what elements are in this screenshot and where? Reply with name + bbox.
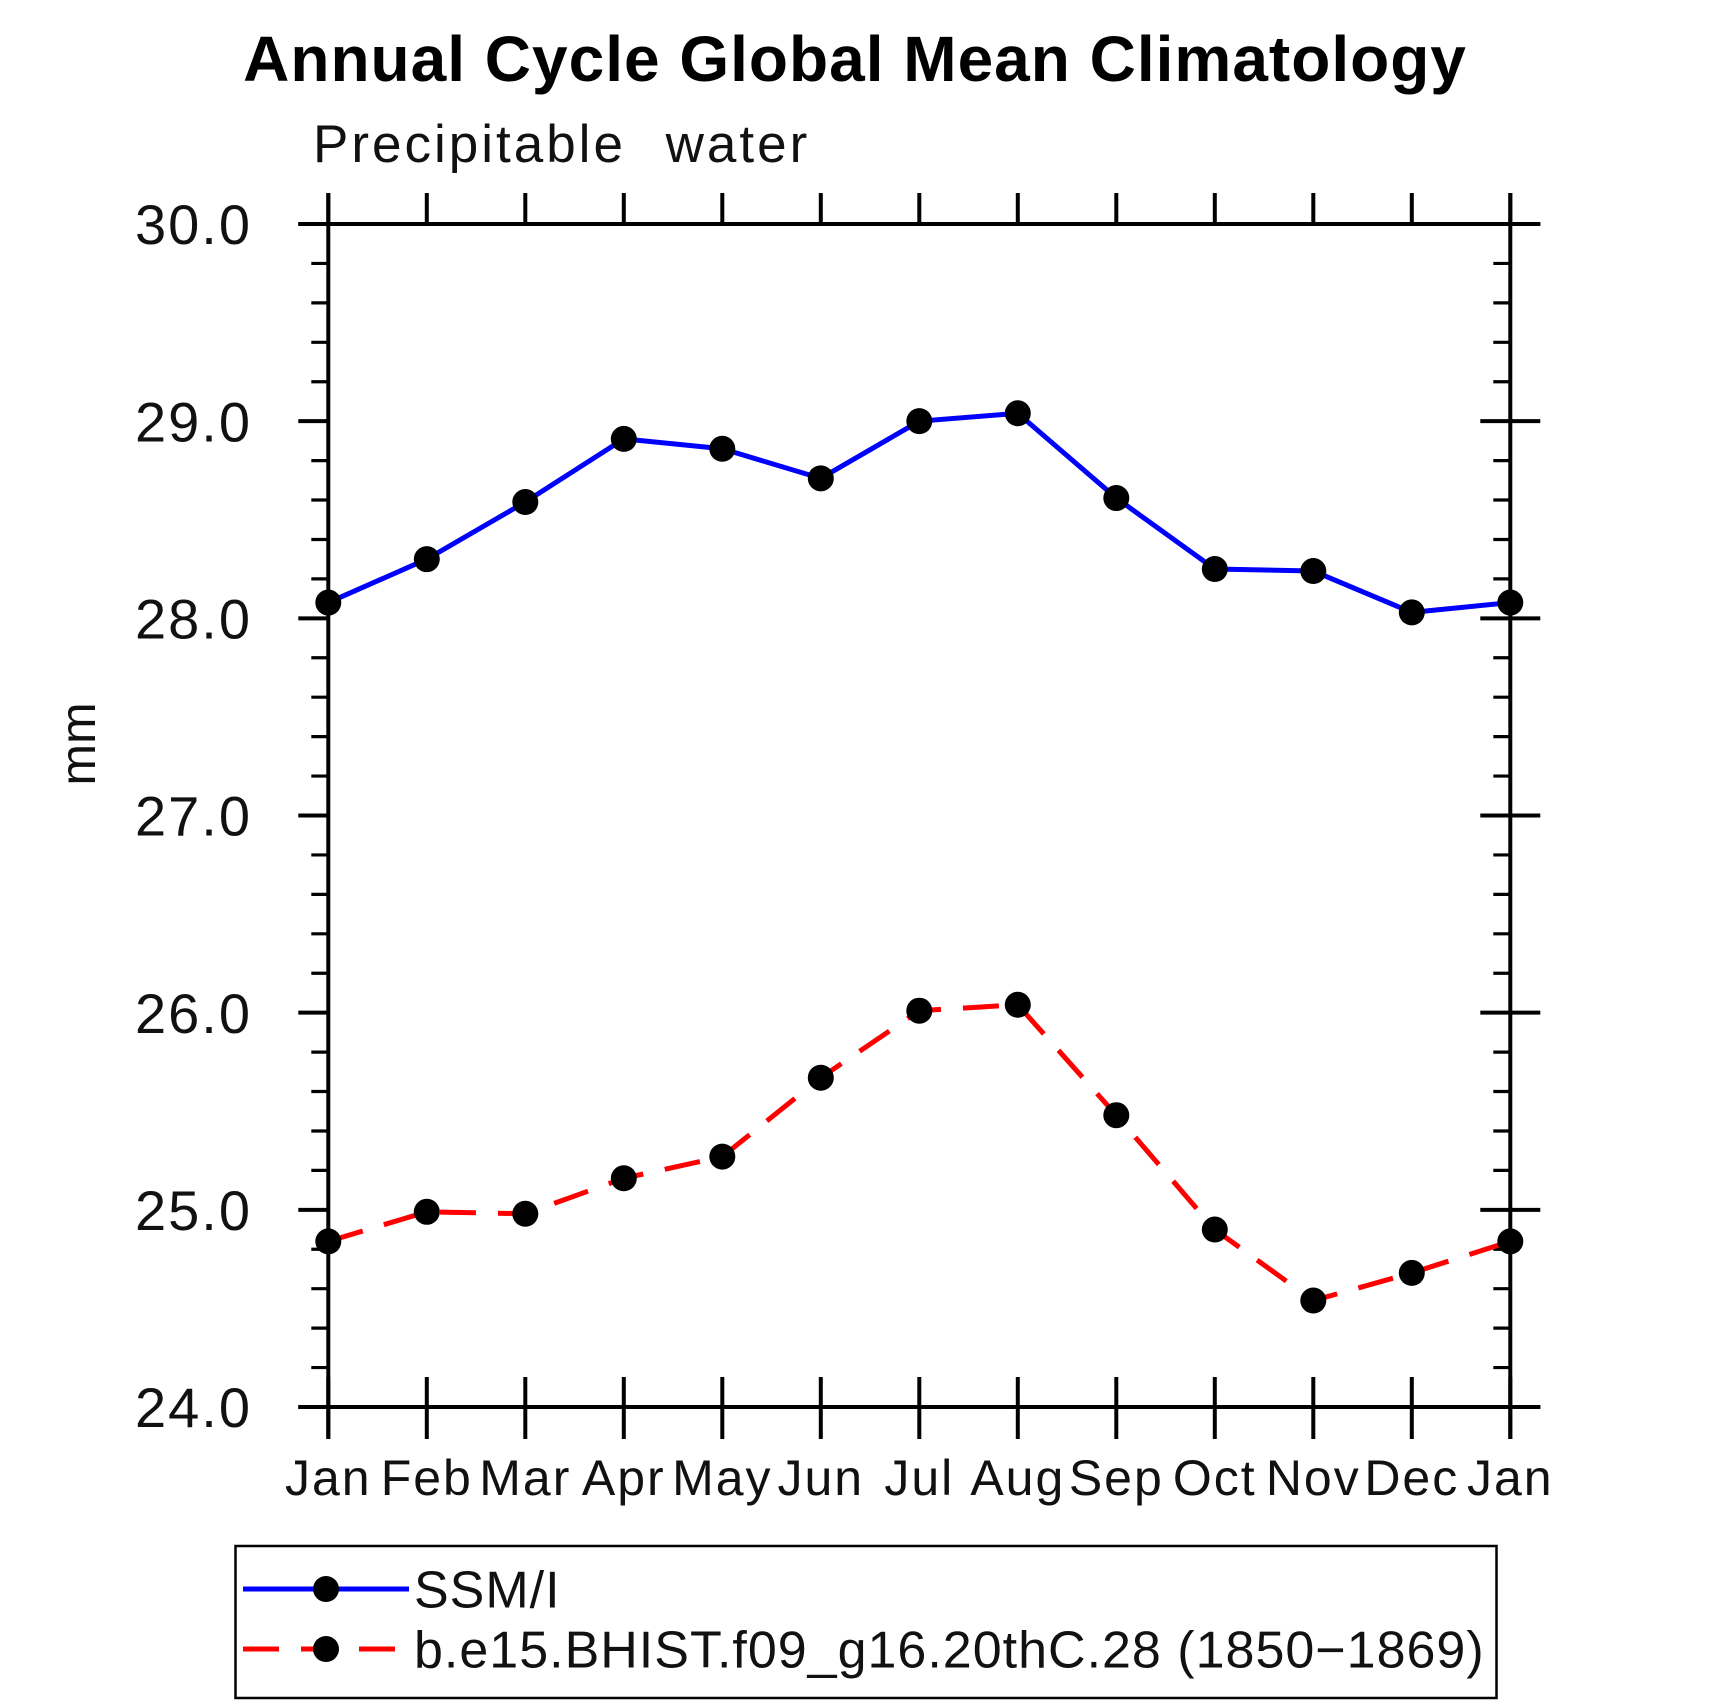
x-tick-label: Dec bbox=[1364, 1450, 1459, 1506]
x-tick-label: Feb bbox=[381, 1450, 473, 1506]
series-ssmi-point bbox=[1300, 558, 1327, 585]
data-series bbox=[315, 400, 1524, 1314]
legend-border bbox=[234, 1544, 1498, 1700]
series-model-point bbox=[315, 1228, 342, 1255]
series-ssmi-point bbox=[512, 489, 539, 516]
x-tick-label: Aug bbox=[970, 1450, 1065, 1506]
legend-marker bbox=[313, 1576, 339, 1602]
legend-box: SSM/Ib.e15.BHIST.f09_g16.20thC.28 (1850−… bbox=[234, 1544, 1498, 1700]
series-model-point bbox=[1201, 1216, 1228, 1243]
series-model-point bbox=[1398, 1259, 1425, 1286]
x-tick-label: Jan bbox=[1467, 1450, 1554, 1506]
x-tick-label: Mar bbox=[479, 1450, 571, 1506]
y-tick-label: 25.0 bbox=[135, 1179, 252, 1242]
legend-marker bbox=[313, 1636, 339, 1662]
series-ssmi-point bbox=[709, 435, 736, 462]
y-tick-label: 30.0 bbox=[135, 193, 252, 256]
y-tick-label: 27.0 bbox=[135, 785, 252, 848]
series-ssmi-point bbox=[1398, 599, 1425, 626]
y-tick-label: 24.0 bbox=[135, 1376, 252, 1439]
x-tick-labels: Jan Feb Mar Apr May Jun Jul Aug Sep Oct Nov Dec Jan bbox=[285, 1450, 1554, 1506]
series-ssmi-point bbox=[610, 425, 637, 452]
y-tick-label: 28.0 bbox=[135, 587, 252, 650]
x-tick-label: Jun bbox=[777, 1450, 864, 1506]
series-model-line bbox=[327, 1002, 1512, 1304]
plot-frame bbox=[298, 193, 1541, 1439]
series-ssmi-point bbox=[413, 546, 440, 573]
y-tick-label: 29.0 bbox=[135, 390, 252, 453]
series-model-point bbox=[413, 1198, 440, 1225]
series-ssmi-point bbox=[807, 465, 834, 492]
legend-label-ssmi: SSM/I bbox=[414, 1562, 561, 1620]
x-tick-label: Nov bbox=[1266, 1450, 1361, 1506]
series-model-point bbox=[1004, 991, 1031, 1018]
series-ssmi-point bbox=[1004, 400, 1031, 427]
x-tick-label: May bbox=[672, 1450, 772, 1506]
chart-title: Annual Cycle Global Mean Climatology bbox=[243, 23, 1467, 95]
series-ssmi-point bbox=[1201, 556, 1228, 583]
series-model-point bbox=[807, 1064, 834, 1091]
series-ssmi-point bbox=[1497, 589, 1524, 616]
x-tick-label: Jan bbox=[285, 1450, 372, 1506]
series-ssmi-point bbox=[1103, 485, 1130, 512]
series-ssmi-point bbox=[906, 408, 933, 435]
series-model-point bbox=[1103, 1102, 1130, 1129]
series-model-point bbox=[906, 997, 933, 1024]
x-tick-label: Apr bbox=[582, 1450, 666, 1506]
x-tick-label: Oct bbox=[1173, 1450, 1257, 1506]
series-model-point bbox=[512, 1200, 539, 1227]
series-model-point bbox=[610, 1165, 637, 1192]
y-tick-label: 26.0 bbox=[135, 982, 252, 1045]
series-ssmi-line bbox=[327, 410, 1511, 615]
series-model-point bbox=[1300, 1287, 1327, 1314]
series-model-point bbox=[709, 1143, 736, 1170]
series-ssmi-point bbox=[315, 589, 342, 616]
axis-ticks bbox=[298, 193, 1541, 1439]
series-model-point bbox=[1497, 1228, 1524, 1255]
y-tick-labels: 30.0 29.0 28.0 27.0 26.0 25.0 24.0 bbox=[135, 193, 252, 1439]
x-tick-label: Jul bbox=[884, 1450, 954, 1506]
legend-label-model: b.e15.BHIST.f09_g16.20thC.28 (1850−1869) bbox=[414, 1622, 1485, 1680]
x-tick-label: Sep bbox=[1069, 1450, 1164, 1506]
chart-subtitle: Precipitable water bbox=[313, 115, 811, 174]
